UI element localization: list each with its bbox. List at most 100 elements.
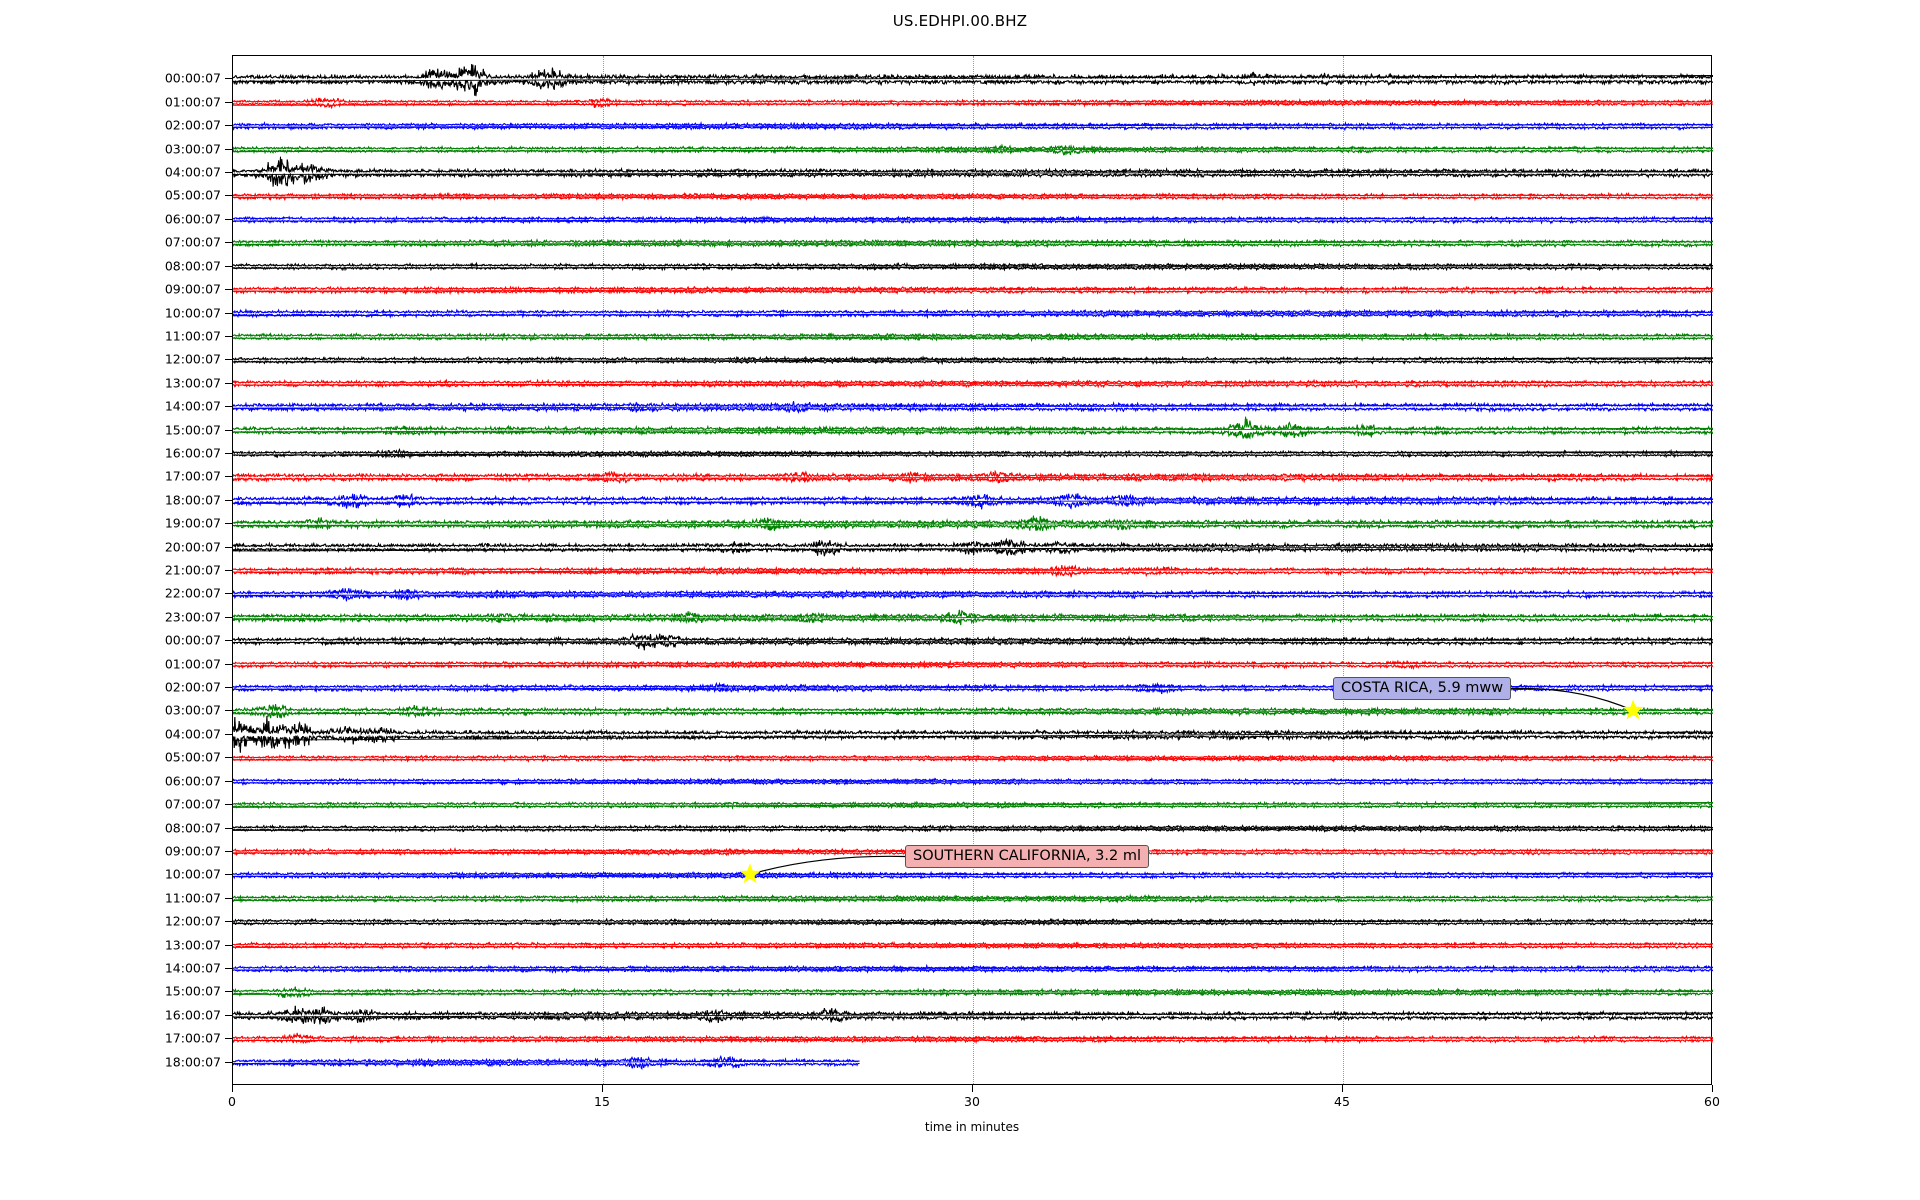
seismic-trace [233, 240, 1713, 247]
seismic-trace-lower [233, 1063, 860, 1068]
y-tick-label: 20:00:07 [165, 539, 221, 554]
seismic-trace-lower [233, 267, 1713, 269]
y-tick-mark [225, 617, 232, 618]
plot-axes [232, 55, 1712, 1085]
seismic-trace-upper [233, 1033, 1713, 1039]
y-tick-label: 11:00:07 [165, 328, 221, 343]
y-tick-label: 16:00:07 [165, 445, 221, 460]
x-tick-label: 30 [964, 1094, 980, 1109]
y-tick-label: 17:00:07 [165, 469, 221, 484]
y-tick-mark [225, 921, 232, 922]
annotation-southern-california[interactable]: SOUTHERN CALIFORNIA, 3.2 ml [905, 845, 1149, 868]
y-tick-mark [225, 991, 232, 992]
y-tick-mark [225, 289, 232, 290]
y-tick-mark [225, 664, 232, 665]
annotation-costa-rica[interactable]: COSTA RICA, 5.9 mww [1333, 677, 1511, 700]
y-tick-mark [225, 266, 232, 267]
seismic-trace-lower [233, 408, 1713, 412]
seismic-trace-lower [233, 549, 1713, 557]
y-tick-mark [225, 945, 232, 946]
seismic-trace-upper [233, 919, 1713, 921]
y-tick-label: 02:00:07 [165, 118, 221, 133]
seismic-trace-lower [233, 150, 1713, 155]
y-tick-mark [225, 734, 232, 735]
seismic-trace-upper [233, 193, 1713, 195]
y-tick-label: 18:00:07 [165, 1054, 221, 1069]
y-tick-label: 15:00:07 [165, 984, 221, 999]
x-tick-mark [232, 1085, 233, 1092]
y-tick-label: 11:00:07 [165, 890, 221, 905]
seismic-trace [233, 987, 1713, 998]
seismic-trace-upper [233, 540, 1713, 547]
y-tick-mark [225, 523, 232, 524]
seismic-trace-lower [233, 782, 1713, 784]
seismic-trace-lower [233, 899, 1713, 901]
seismic-trace-upper [233, 987, 1713, 992]
y-tick-label: 23:00:07 [165, 609, 221, 624]
y-tick-label: 02:00:07 [165, 680, 221, 695]
x-tick-mark [602, 1085, 603, 1092]
seismic-trace-upper [233, 943, 1713, 945]
seismic-trace-upper [233, 98, 1713, 102]
y-tick-label: 07:00:07 [165, 797, 221, 812]
seismic-trace-upper [233, 704, 1713, 711]
x-tick-label: 60 [1704, 1094, 1720, 1109]
y-tick-label: 13:00:07 [165, 937, 221, 952]
y-tick-label: 14:00:07 [165, 960, 221, 975]
page-title: US.EDHPI.00.BHZ [0, 12, 1920, 30]
seismic-trace-lower [233, 244, 1713, 247]
y-tick-label: 12:00:07 [165, 914, 221, 929]
seismic-trace-upper [233, 588, 1713, 593]
seismic-trace-lower [233, 174, 1713, 187]
seismic-trace-lower [233, 384, 1713, 387]
seismic-trace [233, 565, 1713, 577]
seismic-trace-lower [233, 876, 1713, 878]
seismic-trace-upper [233, 450, 1713, 454]
seismic-trace-lower [233, 525, 1713, 531]
seismic-trace-upper [233, 895, 1713, 898]
seismic-trace-upper [233, 755, 1713, 757]
y-tick-label: 01:00:07 [165, 94, 221, 109]
seismic-trace-upper [233, 417, 1713, 430]
y-tick-mark [225, 359, 232, 360]
seismic-trace-lower [233, 759, 1713, 761]
y-tick-mark [225, 453, 232, 454]
y-tick-mark [225, 172, 232, 173]
y-tick-label: 13:00:07 [165, 375, 221, 390]
x-tick-label: 15 [594, 1094, 610, 1109]
y-tick-mark [225, 804, 232, 805]
seismic-trace-lower [233, 619, 1713, 625]
y-tick-label: 17:00:07 [165, 1031, 221, 1046]
seismic-trace-lower [233, 946, 1713, 948]
x-tick-mark [1342, 1085, 1343, 1092]
seismic-trace-lower [233, 103, 1713, 107]
seismic-trace-upper [233, 380, 1713, 383]
seismic-trace-lower [233, 127, 1713, 130]
trace-layer [233, 56, 1713, 1086]
y-tick-mark [225, 874, 232, 875]
y-tick-mark [225, 710, 232, 711]
seismic-trace-lower [233, 197, 1713, 199]
x-tick-mark [972, 1085, 973, 1092]
seismic-trace-lower [233, 665, 1713, 668]
y-tick-mark [225, 336, 232, 337]
y-tick-label: 16:00:07 [165, 1007, 221, 1022]
seismic-trace-upper [233, 779, 1713, 781]
seismic-trace-lower [233, 1040, 1713, 1043]
seismic-trace-upper [233, 287, 1713, 290]
y-tick-mark [225, 406, 232, 407]
y-tick-mark [225, 313, 232, 314]
seismic-trace-lower [233, 291, 1713, 294]
y-tick-mark [225, 898, 232, 899]
y-tick-label: 03:00:07 [165, 703, 221, 718]
y-tick-mark [225, 1038, 232, 1039]
seismic-trace-upper [233, 966, 1713, 969]
seismic-trace [233, 1056, 860, 1068]
seismic-trace-upper [233, 310, 1713, 313]
y-tick-label: 10:00:07 [165, 867, 221, 882]
seismic-trace-lower [233, 970, 1713, 973]
y-tick-mark [225, 570, 232, 571]
seismic-trace-upper [233, 1006, 1713, 1015]
y-tick-mark [225, 219, 232, 220]
